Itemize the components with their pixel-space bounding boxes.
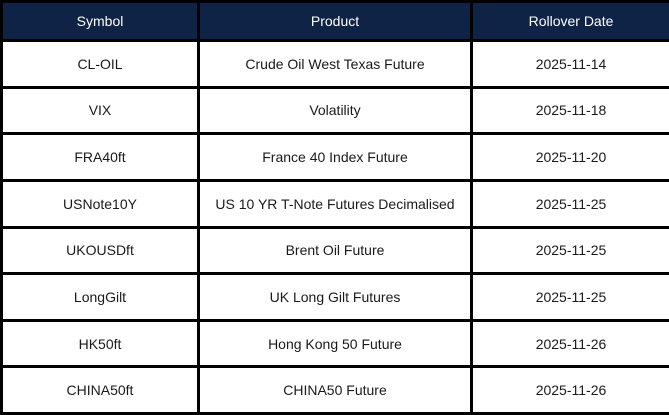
table-row: FRA40ft France 40 Index Future 2025-11-2… [0,132,669,182]
table-row: UKOUSDft Brent Oil Future 2025-11-25 [0,225,669,276]
symbol-cell: UKOUSDft [0,225,200,276]
symbol-cell: HK50ft [0,318,200,369]
product-cell: Brent Oil Future [197,225,473,276]
product-cell: US 10 YR T-Note Futures Decimalised [197,178,473,229]
symbol-cell: USNote10Y [0,178,200,229]
table-row: CHINA50ft CHINA50 Future 2025-11-26 [0,365,669,415]
column-header-rollover-date: Rollover Date [470,0,669,42]
product-cell: Hong Kong 50 Future [197,318,473,369]
rollover-date-cell: 2025-11-25 [470,178,669,229]
symbol-cell: LongGilt [0,272,200,322]
symbol-cell: VIX [0,85,200,136]
symbol-cell: CL-OIL [0,39,200,89]
product-cell: France 40 Index Future [197,132,473,182]
rollover-date-cell: 2025-11-25 [470,225,669,276]
rollover-date-cell: 2025-11-20 [470,132,669,182]
column-header-product: Product [197,0,473,42]
rollover-date-cell: 2025-11-25 [470,272,669,322]
product-cell: UK Long Gilt Futures [197,272,473,322]
table-row: HK50ft Hong Kong 50 Future 2025-11-26 [0,318,669,369]
rollover-date-cell: 2025-11-14 [470,39,669,89]
product-cell: Volatility [197,85,473,136]
table-row: USNote10Y US 10 YR T-Note Futures Decima… [0,178,669,229]
column-header-symbol: Symbol [0,0,200,42]
symbol-cell: FRA40ft [0,132,200,182]
product-cell: Crude Oil West Texas Future [197,39,473,89]
product-cell: CHINA50 Future [197,365,473,415]
table-body: CL-OIL Crude Oil West Texas Future 2025-… [0,39,669,415]
table-row: LongGilt UK Long Gilt Futures 2025-11-25 [0,272,669,322]
table-header: Symbol Product Rollover Date [0,0,669,42]
table-row: CL-OIL Crude Oil West Texas Future 2025-… [0,39,669,89]
table-row: VIX Volatility 2025-11-18 [0,85,669,136]
rollover-date-cell: 2025-11-18 [470,85,669,136]
rollover-date-cell: 2025-11-26 [470,365,669,415]
rollover-date-cell: 2025-11-26 [470,318,669,369]
symbol-cell: CHINA50ft [0,365,200,415]
header-row: Symbol Product Rollover Date [0,0,669,42]
